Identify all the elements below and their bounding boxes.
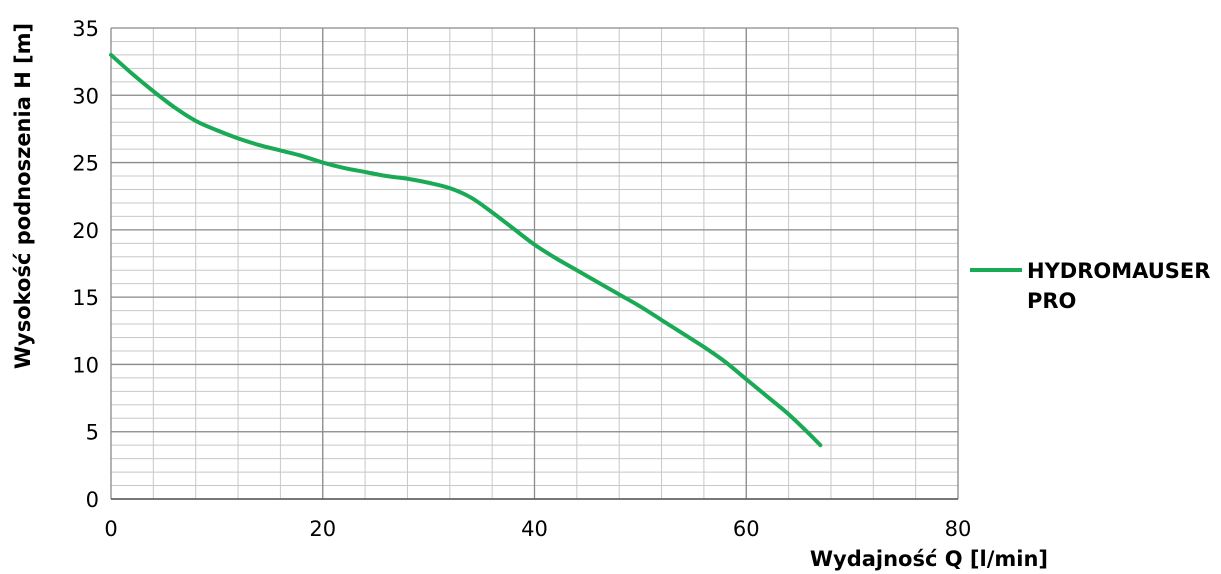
x-tick-label: 0: [104, 517, 117, 541]
y-tick-label: 35: [72, 17, 99, 41]
y-axis-ticks: 0 5 10 15 20 25 30 35: [72, 17, 99, 512]
x-tick-label: 40: [521, 517, 548, 541]
y-tick-label: 15: [72, 286, 99, 310]
y-tick-label: 30: [72, 84, 99, 108]
y-tick-label: 20: [72, 219, 99, 243]
x-tick-label: 20: [309, 517, 336, 541]
legend: HYDROMAUSER PRO: [970, 259, 1218, 313]
y-tick-label: 5: [86, 421, 99, 445]
x-tick-label: 60: [733, 517, 760, 541]
series-line-hydromauser-pro: [109, 52, 823, 448]
x-tick-label: 80: [945, 517, 972, 541]
y-tick-label: 0: [86, 488, 99, 512]
y-tick-label: 10: [72, 353, 99, 377]
major-grid: [110, 27, 959, 500]
y-axis-label: Wysokość podnoszenia H [m]: [11, 23, 35, 369]
legend-label: HYDROMAUSER PRO: [1027, 259, 1218, 313]
x-axis-ticks: 0 20 40 60 80: [104, 517, 971, 541]
y-tick-label: 25: [72, 152, 99, 176]
x-axis-label: Wydajność Q [l/min]: [810, 547, 1048, 571]
